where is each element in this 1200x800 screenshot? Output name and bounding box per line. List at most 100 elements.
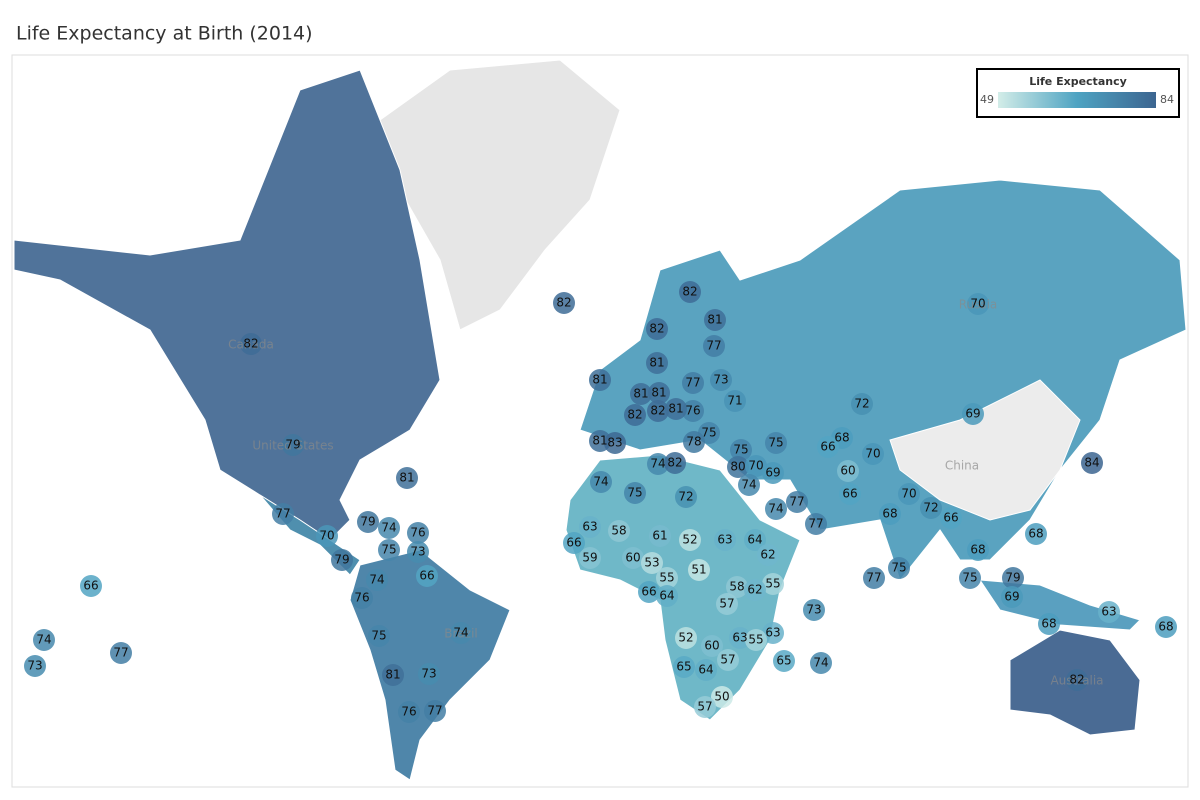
country-fill	[682, 400, 704, 422]
value-label: 83	[607, 436, 622, 450]
value-label: 74	[768, 502, 783, 516]
value-label: 63	[765, 626, 780, 640]
value-label: 81	[651, 386, 666, 400]
value-label: 72	[678, 490, 693, 504]
value-label: 77	[866, 571, 881, 585]
country-fill	[590, 471, 612, 493]
country-fill	[1066, 669, 1088, 691]
country-fill	[837, 460, 859, 482]
value-label: 68	[1158, 620, 1173, 634]
country-fill	[624, 482, 646, 504]
country-fill	[368, 625, 390, 647]
value-label: 77	[113, 646, 128, 660]
value-label: 57	[720, 653, 735, 667]
value-label: 62	[747, 583, 762, 597]
country-fill	[604, 432, 626, 454]
value-label: 74	[381, 521, 396, 535]
value-label: 60	[840, 464, 855, 478]
country-fill	[762, 622, 784, 644]
country-fill	[563, 532, 585, 554]
value-label: 75	[733, 443, 748, 457]
country-fill	[726, 576, 748, 598]
value-label: 66	[566, 536, 581, 550]
legend-min: 49	[980, 93, 994, 106]
country-fill	[762, 462, 784, 484]
value-label: 69	[1004, 590, 1019, 604]
north-america	[13, 69, 441, 541]
country-fill	[1155, 616, 1177, 638]
country-fill	[920, 497, 942, 519]
country-fill	[366, 569, 388, 591]
value-label: 75	[381, 543, 396, 557]
country-fill	[967, 539, 989, 561]
value-label: 66	[820, 440, 835, 454]
legend-max: 84	[1160, 93, 1174, 106]
value-label: 82	[1069, 673, 1084, 687]
value-label: 66	[641, 585, 656, 599]
value-label: 74	[593, 475, 608, 489]
value-label: 79	[285, 438, 300, 452]
value-label: 82	[667, 456, 682, 470]
value-label: 68	[882, 507, 897, 521]
value-label: 77	[427, 704, 442, 718]
country-fill	[110, 642, 132, 664]
country-fill	[703, 335, 725, 357]
country-fill	[695, 659, 717, 681]
legend-title: Life Expectancy	[1029, 75, 1127, 88]
country-fill	[717, 649, 739, 671]
value-label: 53	[644, 556, 659, 570]
country-fill	[729, 627, 751, 649]
value-label: 63	[582, 520, 597, 534]
country-fill	[647, 453, 669, 475]
country-fill	[683, 431, 705, 453]
country-fill	[704, 309, 726, 331]
greenland	[379, 59, 621, 331]
title: Life Expectancy at Birth (2014)	[16, 23, 313, 45]
value-label: 50	[714, 690, 729, 704]
country-fill	[863, 567, 885, 589]
value-label: 74	[453, 626, 468, 640]
country-fill	[711, 686, 733, 708]
value-label: 60	[704, 639, 719, 653]
value-label: 75	[962, 571, 977, 585]
value-label: 73	[713, 373, 728, 387]
value-label: 63	[717, 533, 732, 547]
country-fill	[675, 486, 697, 508]
country-fill	[839, 483, 861, 505]
country-fill	[622, 547, 644, 569]
value-label: 73	[410, 545, 425, 559]
value-label: 79	[360, 515, 375, 529]
value-label: 70	[970, 297, 985, 311]
country-fill	[817, 436, 839, 458]
country-fill	[765, 498, 787, 520]
value-label: 66	[943, 511, 958, 525]
value-label: 60	[625, 551, 640, 565]
country-fill	[679, 529, 701, 551]
country-fill	[656, 567, 678, 589]
country-fill	[803, 599, 825, 621]
country-fill	[664, 452, 686, 474]
place-name: Brazil	[444, 627, 478, 641]
country-fill	[649, 525, 671, 547]
value-label: 71	[727, 394, 742, 408]
country-fill	[682, 372, 704, 394]
value-label: 70	[865, 447, 880, 461]
country-fill	[316, 525, 338, 547]
value-label: 70	[901, 487, 916, 501]
country-marks: Canada United States Russia China Brazil Aust…	[24, 281, 1177, 723]
country-fill	[665, 398, 687, 420]
value-label: 81	[592, 434, 607, 448]
value-label: 77	[706, 339, 721, 353]
place-name: Russia	[959, 298, 998, 312]
value-label: 81	[668, 402, 683, 416]
value-label: 65	[676, 660, 691, 674]
country-fill	[744, 579, 766, 601]
value-label: 74	[650, 457, 665, 471]
country-fill	[716, 593, 738, 615]
country-fill	[630, 383, 652, 405]
value-label: 75	[371, 629, 386, 643]
country-fill	[282, 434, 304, 456]
country-fill	[745, 629, 767, 651]
